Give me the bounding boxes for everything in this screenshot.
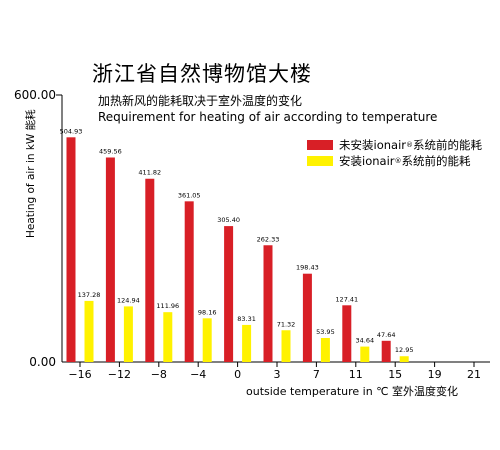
x-axis-label: outside temperature in ℃ 室外温度变化 — [246, 385, 459, 398]
y-tick-label: 600.00 — [14, 88, 56, 102]
x-tick-label: 7 — [313, 368, 320, 381]
x-tick-label: 19 — [428, 368, 442, 381]
page-title: 浙江省自然博物馆大楼 — [92, 62, 312, 86]
y-tick-label: 0.00 — [29, 355, 56, 369]
data-label-with-ionair: 12.95 — [395, 346, 414, 354]
bar-without-ionair — [381, 340, 391, 362]
data-label-without-ionair: 459.56 — [99, 147, 122, 155]
data-label-with-ionair: 34.64 — [355, 337, 374, 345]
data-label-with-ionair: 124.94 — [117, 296, 140, 304]
bar-without-ionair — [145, 178, 155, 362]
bar-without-ionair — [66, 137, 76, 362]
legend-reg-mark-yellow: ® — [394, 157, 402, 165]
data-label-with-ionair: 111.96 — [156, 302, 179, 310]
data-label-without-ionair: 361.05 — [178, 191, 201, 199]
bar-with-ionair — [202, 318, 212, 362]
x-tick-label: 0 — [234, 368, 241, 381]
legend-suffix-red: 系统前的能耗 — [413, 138, 482, 152]
data-label-without-ionair: 47.64 — [377, 331, 396, 339]
bar-with-ionair — [123, 306, 133, 362]
bar-without-ionair — [184, 201, 194, 362]
x-tick-label: −12 — [108, 368, 131, 381]
x-tick-label: −8 — [151, 368, 167, 381]
data-label-with-ionair: 71.32 — [277, 320, 296, 328]
bar-with-ionair — [242, 324, 252, 362]
legend-label-yellow: 安装ionair — [339, 154, 395, 168]
x-tick-label: −16 — [68, 368, 91, 381]
bar-without-ionair — [302, 273, 312, 362]
bar-with-ionair — [163, 312, 173, 362]
bar-without-ionair — [263, 245, 273, 362]
x-tick-label: 11 — [349, 368, 363, 381]
subtitle-chinese: 加热新风的能耗取决于室外温度的变化 — [98, 94, 303, 108]
bar-with-ionair — [84, 300, 94, 362]
bar-without-ionair — [105, 157, 115, 362]
data-label-with-ionair: 83.31 — [237, 315, 256, 323]
legend-suffix-yellow: 系统前的能耗 — [401, 154, 471, 168]
data-label-with-ionair: 98.16 — [198, 308, 217, 316]
legend-swatch-yellow — [307, 156, 333, 166]
legend-label-red: 未安装ionair — [339, 138, 406, 152]
data-label-without-ionair: 411.82 — [138, 169, 161, 177]
x-tick-label: 3 — [274, 368, 281, 381]
data-label-without-ionair: 198.43 — [296, 264, 319, 272]
legend-item-without-ionair: 未安装ionair ® 系统前的能耗 — [307, 137, 482, 153]
data-label-without-ionair: 262.33 — [257, 235, 280, 243]
data-label-with-ionair: 137.28 — [78, 291, 101, 299]
bar-with-ionair — [399, 356, 409, 362]
data-label-without-ionair: 305.40 — [217, 216, 240, 224]
legend-item-with-ionair: 安装ionair ® 系统前的能耗 — [307, 153, 471, 169]
legend-swatch-red — [307, 140, 333, 150]
subtitle-english: Requirement for heating of air according… — [98, 110, 438, 124]
bar-with-ionair — [360, 346, 370, 362]
legend-reg-mark-red: ® — [406, 141, 413, 149]
data-label-without-ionair: 127.41 — [335, 295, 358, 303]
bar-without-ionair — [224, 226, 234, 362]
bar-without-ionair — [342, 305, 352, 362]
x-tick-label: 21 — [467, 368, 481, 381]
bar-with-ionair — [320, 337, 330, 362]
x-tick-label: 15 — [388, 368, 402, 381]
data-label-with-ionair: 53.95 — [316, 328, 335, 336]
x-tick-label: −4 — [190, 368, 206, 381]
bar-with-ionair — [281, 330, 291, 362]
data-label-without-ionair: 504.93 — [60, 127, 83, 135]
